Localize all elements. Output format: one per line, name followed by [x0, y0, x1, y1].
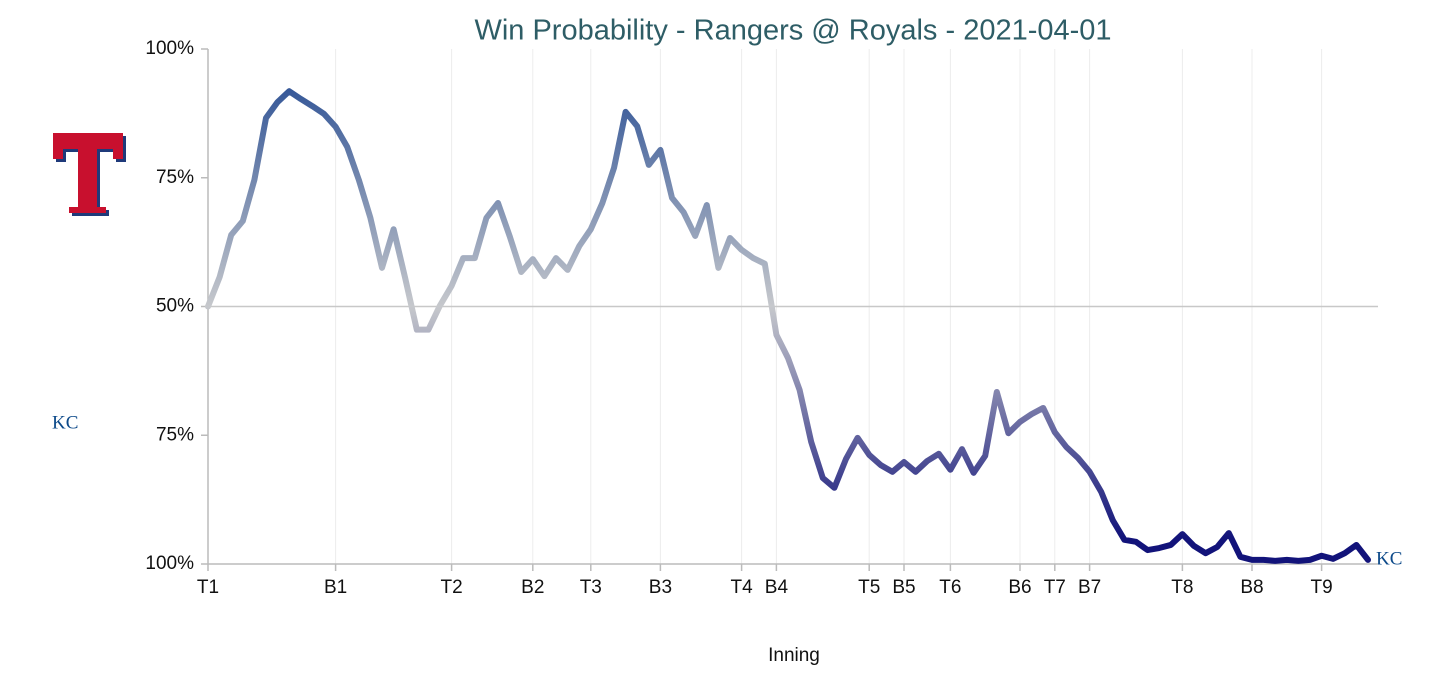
chart-title: Win Probability - Rangers @ Royals - 202…: [474, 15, 1111, 47]
y-tick-label: 75%: [156, 424, 194, 445]
plot: T1 B1 T2 B2 T3 B3 T4 B4 T5 B5 T6 B6 T7 B7 T8 B8 T9 100% 75…: [145, 38, 1378, 598]
x-tick-label: T9: [1311, 577, 1333, 598]
x-tick-label: T4: [731, 577, 754, 598]
royals-logo: KC: [52, 412, 78, 433]
x-tick-label: T6: [939, 577, 961, 598]
x-tick-label: T8: [1171, 577, 1193, 598]
x-axis-label: Inning: [768, 645, 820, 666]
x-tick-label: B5: [892, 577, 915, 598]
y-tick-label: 100%: [145, 553, 194, 574]
royals-end-logo: KC: [1376, 548, 1402, 569]
x-tick-label: B7: [1078, 577, 1101, 598]
x-tick-label: T1: [197, 577, 219, 598]
x-tick-label: B3: [649, 577, 672, 598]
y-tick-label: 100%: [145, 38, 194, 59]
win-probability-line: [205, 88, 1371, 564]
x-tick-label: T7: [1044, 577, 1066, 598]
x-tick-label: B4: [765, 577, 789, 598]
x-tick-label: T2: [441, 577, 463, 598]
y-tick-label: 75%: [156, 167, 194, 188]
x-tick-label: T5: [858, 577, 880, 598]
rangers-logo: [53, 133, 126, 216]
y-tick-label: 50%: [156, 296, 194, 317]
x-tick-label: B2: [521, 577, 544, 598]
x-tick-label: B6: [1008, 577, 1031, 598]
x-tick-label: B8: [1240, 577, 1263, 598]
x-tick-label: B1: [324, 577, 347, 598]
x-tick-label: T3: [580, 577, 602, 598]
